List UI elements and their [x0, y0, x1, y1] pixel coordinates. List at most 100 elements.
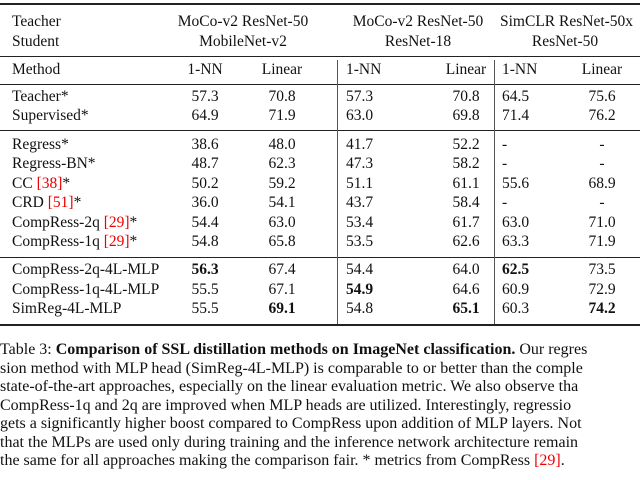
- caption-line: that the MLPs are used only during train…: [0, 433, 579, 451]
- table-cell: 68.9: [588, 175, 616, 192]
- group2-teacher: MoCo-v2 ResNet-50: [352, 13, 484, 30]
- rule: [0, 324, 640, 326]
- caption-title: Comparison of SSL distillation methods o…: [55, 341, 516, 358]
- method-label: Regress*: [12, 136, 69, 153]
- asterisk: *: [129, 214, 138, 231]
- table-cell: 54.1: [268, 194, 296, 211]
- group1-teacher: MoCo-v2 ResNet-50: [177, 13, 309, 30]
- table-cell: -: [502, 155, 508, 172]
- table-cell: 38.6: [191, 136, 219, 153]
- citation-link[interactable]: [29]: [103, 214, 130, 231]
- table-cell: 41.7: [346, 136, 374, 153]
- table-cell: 60.9: [502, 281, 530, 298]
- method-name: CompRess-2q-4L-MLP: [12, 261, 159, 279]
- table-cell: 61.1: [452, 175, 480, 192]
- table-cell: 43.7: [346, 194, 374, 211]
- table-cell: 57.3: [346, 88, 374, 105]
- top-rule: [0, 3, 640, 5]
- method-name: CC [38]*: [12, 175, 70, 193]
- table-cell: 71.9: [268, 107, 296, 124]
- method-label: CompRess-1q: [12, 233, 104, 250]
- table-cell: 72.9: [588, 281, 616, 298]
- column-divider: [494, 60, 495, 324]
- method-name: Regress-BN*: [12, 155, 96, 173]
- rule: [0, 56, 640, 57]
- table-cell: 36.0: [191, 194, 219, 211]
- group2-student: ResNet-18: [384, 33, 452, 50]
- method-label: Supervised*: [12, 107, 89, 124]
- table-cell: 71.0: [588, 214, 616, 231]
- citation-link[interactable]: [29]: [103, 233, 130, 250]
- table-cell: 62.3: [268, 155, 296, 172]
- caption-line: sion method with MLP head (SimReg-4L-MLP…: [0, 359, 583, 377]
- method-label: Teacher*: [12, 88, 69, 105]
- table-cell: 70.8: [452, 88, 480, 105]
- table-cell: 75.6: [588, 88, 616, 105]
- table-cell: 63.0: [346, 107, 374, 124]
- rule: [0, 257, 640, 258]
- table-cell: 52.2: [452, 136, 480, 153]
- table-cell: -: [599, 155, 605, 172]
- table-cell: 63.0: [268, 214, 296, 231]
- table-cell: 54.4: [191, 214, 219, 231]
- caption-text: Our regres: [515, 341, 588, 358]
- table-cell: 67.4: [268, 261, 296, 278]
- citation-link[interactable]: [51]: [47, 194, 74, 211]
- column-header: 1-NN: [346, 61, 382, 78]
- table-cell: -: [599, 194, 605, 211]
- method-name: CRD [51]*: [12, 194, 81, 212]
- method-name: Teacher*: [12, 88, 69, 106]
- asterisk: *: [62, 175, 71, 192]
- method-label: CompRess-2q-4L-MLP: [12, 261, 160, 278]
- group1-student: MobileNet-v2: [199, 33, 287, 50]
- caption-line: state-of-the-art approaches, especially …: [0, 378, 579, 395]
- table-cell: 48.7: [191, 155, 219, 172]
- table-cell: 54.8: [191, 233, 219, 250]
- method-name: Regress*: [12, 136, 69, 154]
- asterisk: *: [73, 194, 82, 211]
- table-cell: 71.9: [588, 233, 616, 250]
- table-cell: 54.9: [346, 281, 374, 298]
- table-cell: 73.5: [588, 261, 616, 278]
- table-cell: 59.2: [268, 175, 296, 192]
- table-cell: 61.7: [452, 214, 480, 231]
- citation-link[interactable]: [29]: [534, 452, 561, 469]
- table-cell: -: [599, 136, 605, 153]
- caption-line: the same for all approaches making the c…: [0, 452, 565, 470]
- group3-teacher: SimCLR ResNet-50x: [500, 13, 634, 30]
- table-cell: 76.2: [588, 107, 616, 124]
- caption-label: Table 3:: [0, 341, 56, 358]
- table-cell: 69.1: [268, 300, 296, 317]
- table-cell: 56.3: [191, 261, 219, 278]
- caption-text: the same for all approaches making the c…: [0, 452, 535, 469]
- table-cell: 55.5: [191, 300, 219, 317]
- student-label: Student: [12, 33, 60, 50]
- table-cell: 63.3: [502, 233, 530, 250]
- rule: [0, 130, 640, 131]
- method-name: CompRess-2q [29]*: [12, 214, 137, 232]
- table-cell: 57.3: [191, 88, 219, 105]
- table-cell: 71.4: [502, 107, 530, 124]
- table-cell: 53.5: [346, 233, 374, 250]
- table-cell: 64.0: [452, 261, 480, 278]
- method-label: CRD: [12, 194, 48, 211]
- column-header: Linear: [261, 61, 303, 78]
- method-name: SimReg-4L-MLP: [12, 300, 121, 318]
- teacher-label: Teacher: [12, 13, 61, 30]
- column-divider: [337, 60, 338, 324]
- table-cell: 67.1: [268, 281, 296, 298]
- table-cell: 62.6: [452, 233, 480, 250]
- table-cell: 65.1: [452, 300, 480, 317]
- table-cell: -: [502, 194, 508, 211]
- table-cell: 50.2: [191, 175, 219, 192]
- method-header: Method: [12, 61, 61, 78]
- citation-link[interactable]: [38]: [36, 175, 63, 192]
- caption-line: Table 3: Comparison of SSL distillation …: [0, 341, 587, 359]
- column-header: 1-NN: [502, 61, 538, 78]
- column-header: 1-NN: [187, 61, 223, 78]
- table-cell: 69.8: [452, 107, 480, 124]
- table-cell: 64.5: [502, 88, 530, 105]
- column-header: Linear: [445, 61, 487, 78]
- table-cell: 58.2: [452, 155, 480, 172]
- table-cell: 54.8: [346, 300, 374, 317]
